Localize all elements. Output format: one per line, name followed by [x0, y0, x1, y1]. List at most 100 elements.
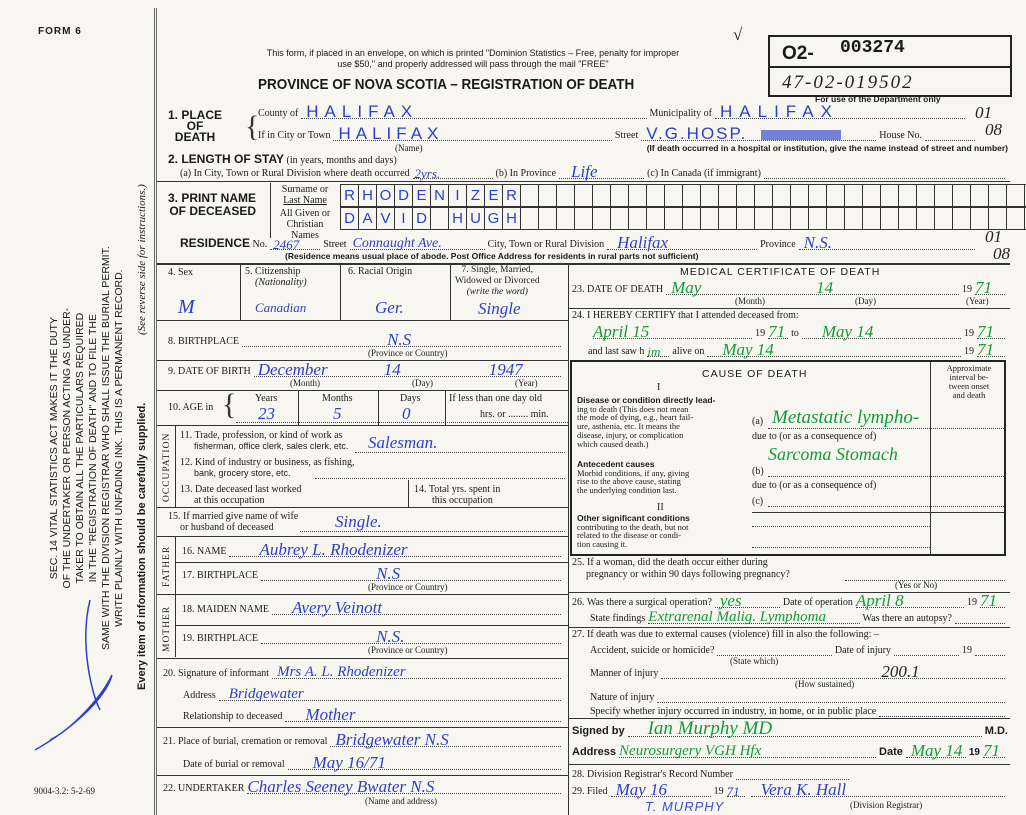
- mother-birthplace-field[interactable]: N.S.: [261, 628, 561, 645]
- trade-value[interactable]: Salesman.: [368, 433, 438, 452]
- other-conditions-field[interactable]: [752, 547, 930, 548]
- name-cell[interactable]: [755, 184, 773, 207]
- name-cell[interactable]: [827, 207, 845, 230]
- name-cell[interactable]: G: [485, 207, 503, 230]
- dod-year-field[interactable]: 71: [975, 279, 1005, 296]
- name-cell[interactable]: [863, 207, 881, 230]
- name-cell[interactable]: [737, 184, 755, 207]
- name-cell[interactable]: I: [449, 184, 467, 207]
- father-birthplace-field[interactable]: N.S: [261, 565, 561, 582]
- name-cell[interactable]: [917, 207, 935, 230]
- relationship-field[interactable]: Mother: [285, 706, 561, 723]
- name-cell[interactable]: [935, 207, 953, 230]
- signed-by-field[interactable]: Ian Murphy MD: [627, 719, 982, 738]
- name-cell[interactable]: [773, 207, 791, 230]
- stay-b-field[interactable]: Life: [559, 163, 645, 180]
- name-cell[interactable]: [431, 207, 449, 230]
- name-cell[interactable]: [647, 184, 665, 207]
- name-cell[interactable]: [791, 207, 809, 230]
- name-cell[interactable]: [701, 207, 719, 230]
- name-cell[interactable]: [521, 184, 539, 207]
- dob-field[interactable]: December 14 1947: [253, 361, 561, 378]
- father-name-field[interactable]: Aubrey L. Rhodenizer: [229, 541, 561, 558]
- name-cell[interactable]: [755, 207, 773, 230]
- burial-date-field[interactable]: May 16/71: [287, 754, 561, 771]
- attended-from-field[interactable]: April 15: [593, 323, 753, 340]
- sex-value[interactable]: M: [178, 296, 195, 318]
- name-cell[interactable]: [647, 207, 665, 230]
- filed-field[interactable]: May 16: [610, 781, 711, 798]
- name-cell[interactable]: [611, 184, 629, 207]
- name-cell[interactable]: [737, 207, 755, 230]
- name-cell[interactable]: D: [413, 207, 431, 230]
- sign-date-field[interactable]: May 14: [905, 742, 966, 759]
- signer-address-field[interactable]: Neurosurgery VGH Hfx: [619, 743, 877, 759]
- county-field[interactable]: HALIFAX: [301, 103, 647, 120]
- municipality-field[interactable]: HALIFAX: [715, 103, 965, 120]
- attended-to-field[interactable]: May 14: [801, 323, 961, 340]
- name-cell[interactable]: [575, 184, 593, 207]
- name-cell[interactable]: [917, 184, 935, 207]
- findings-field[interactable]: Extrarenal Malig. Lymphoma: [648, 609, 860, 625]
- operation-date-field[interactable]: April 8: [855, 592, 964, 609]
- marital-value[interactable]: Single: [478, 299, 521, 318]
- name-cell[interactable]: [611, 207, 629, 230]
- residence-street-field[interactable]: Connaught Ave.: [349, 235, 485, 251]
- days-value[interactable]: 0: [402, 404, 411, 423]
- name-cell[interactable]: [845, 184, 863, 207]
- cause-b-field[interactable]: [768, 476, 1004, 477]
- name-cell[interactable]: [557, 207, 575, 230]
- racial-origin-value[interactable]: Ger.: [375, 298, 404, 317]
- informant-address-field[interactable]: Bridgewater: [218, 686, 561, 702]
- residence-no-field[interactable]: 2467: [270, 235, 321, 251]
- alive-field[interactable]: May 14: [707, 341, 961, 358]
- name-cell[interactable]: H: [359, 184, 377, 207]
- accident-field[interactable]: [717, 641, 832, 656]
- specify-field[interactable]: [879, 702, 1005, 717]
- street-field[interactable]: V.G.HOSP.: [641, 125, 877, 142]
- house-field[interactable]: [925, 126, 975, 141]
- name-cell[interactable]: [629, 207, 647, 230]
- manner-field[interactable]: 200.1: [661, 663, 1005, 680]
- name-cell[interactable]: [989, 207, 1007, 230]
- name-cell[interactable]: H: [503, 207, 521, 230]
- name-cell[interactable]: [665, 207, 683, 230]
- other-conditions-field[interactable]: [752, 526, 930, 527]
- years-value[interactable]: 23: [258, 404, 275, 423]
- name-cell[interactable]: N: [431, 184, 449, 207]
- name-cell[interactable]: [809, 184, 827, 207]
- burial-place-field[interactable]: Bridgewater N.S: [330, 731, 561, 748]
- name-cell[interactable]: E: [485, 184, 503, 207]
- name-cell[interactable]: H: [449, 207, 467, 230]
- name-cell[interactable]: [827, 184, 845, 207]
- name-cell[interactable]: [953, 207, 971, 230]
- name-cell[interactable]: [899, 207, 917, 230]
- operation-field[interactable]: yes: [714, 592, 780, 609]
- name-cell[interactable]: O: [377, 184, 395, 207]
- name-cell[interactable]: [521, 207, 539, 230]
- informant-field[interactable]: Mrs A. L. Rhodenizer: [272, 664, 561, 680]
- registrar-signature-field[interactable]: Vera K. Hall: [750, 781, 1005, 798]
- name-cell[interactable]: [593, 207, 611, 230]
- name-cell[interactable]: E: [413, 184, 431, 207]
- name-cell[interactable]: [629, 184, 647, 207]
- name-cell[interactable]: R: [503, 184, 521, 207]
- name-cell[interactable]: [665, 184, 683, 207]
- mother-maiden-field[interactable]: Avery Veinott: [271, 599, 561, 616]
- stay-c-field[interactable]: [763, 164, 1005, 179]
- name-cell[interactable]: [881, 184, 899, 207]
- cause-a-field[interactable]: [768, 428, 1004, 429]
- birthplace-field[interactable]: N.S: [242, 331, 561, 348]
- name-cell[interactable]: [881, 207, 899, 230]
- stay-a-field[interactable]: 2yrs.: [412, 164, 493, 180]
- name-cell[interactable]: V: [377, 207, 395, 230]
- record-number-field[interactable]: [735, 765, 849, 780]
- undertaker-field[interactable]: Charles Seeney Bwater N.S: [247, 778, 561, 795]
- name-cell[interactable]: [989, 184, 1007, 207]
- name-cell[interactable]: [557, 184, 575, 207]
- name-cell[interactable]: [791, 184, 809, 207]
- q25-field[interactable]: [845, 580, 1005, 581]
- name-cell[interactable]: [773, 184, 791, 207]
